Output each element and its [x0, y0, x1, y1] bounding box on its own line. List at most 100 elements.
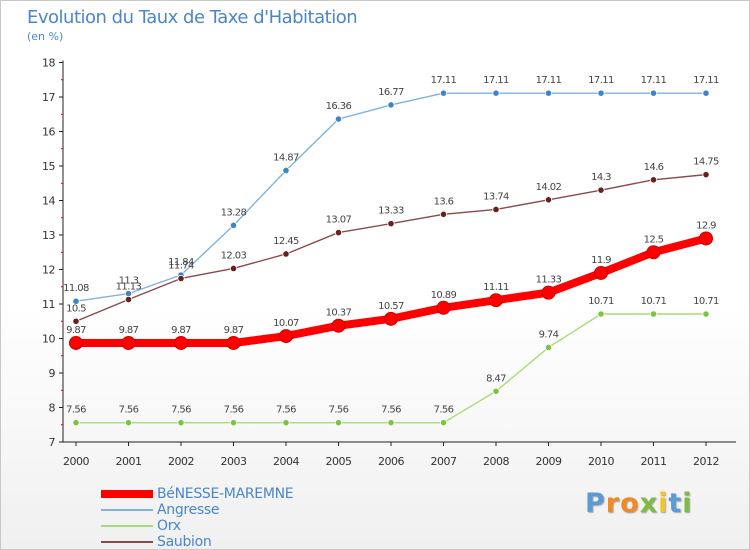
- legend-item: BéNESSE-MAREMNE: [101, 486, 294, 502]
- series-point-0: [594, 265, 608, 280]
- legend-swatch: [101, 490, 153, 498]
- series-point-3: [649, 176, 658, 184]
- series-point-2: [282, 419, 290, 427]
- data-label: 9.74: [539, 329, 559, 340]
- data-label: 12.9: [696, 220, 716, 231]
- data-label: 7.56: [434, 405, 454, 416]
- x-tick-label: 2004: [273, 455, 299, 468]
- series-point-3: [72, 317, 80, 325]
- y-tick-label: 9: [49, 367, 56, 380]
- data-label: 10.07: [273, 318, 299, 329]
- logo-letter: r: [605, 488, 621, 519]
- x-tick-label: 2010: [588, 455, 614, 468]
- data-label: 12.03: [221, 250, 247, 261]
- data-label: 14.87: [273, 152, 299, 163]
- series-point-2: [649, 310, 658, 318]
- series-point-2: [387, 419, 395, 427]
- data-label: 9.87: [66, 325, 86, 336]
- data-label: 17.11: [431, 75, 457, 86]
- series-point-2: [177, 419, 185, 427]
- logo-letter: i: [658, 488, 669, 519]
- logo-letter: i: [682, 488, 693, 519]
- legend: BéNESSE-MAREMNE Angresse Orx Saubion: [101, 486, 294, 550]
- legend-item: Angresse: [101, 502, 293, 518]
- legend-label: BéNESSE-MAREMNE: [157, 486, 294, 502]
- legend-label: Orx: [157, 518, 181, 534]
- data-label: 10.71: [641, 296, 667, 307]
- series-point-1: [702, 89, 710, 97]
- data-label: 10.71: [588, 296, 614, 307]
- series-point-1: [334, 115, 343, 123]
- data-label: 9.87: [171, 325, 191, 336]
- y-tick-label: 7: [49, 436, 56, 449]
- x-tick-label: 2000: [63, 455, 89, 468]
- logo-letter: P: [585, 488, 606, 519]
- series-point-3: [387, 220, 395, 228]
- y-tick-label: 15: [42, 160, 55, 173]
- data-label: 9.87: [119, 325, 139, 336]
- x-tick-label: 2008: [483, 455, 509, 468]
- data-label: 7.56: [171, 405, 191, 416]
- series-point-0: [541, 285, 556, 300]
- x-tick-label: 2007: [431, 455, 457, 468]
- data-label: 11.33: [536, 275, 562, 286]
- series-point-2: [439, 419, 448, 427]
- series-point-2: [72, 419, 80, 427]
- y-tick-label: 12: [42, 264, 55, 277]
- series-point-1: [229, 221, 238, 229]
- y-tick-label: 14: [42, 195, 55, 208]
- legend-swatch: [101, 509, 153, 511]
- legend-item: Saubion: [101, 534, 293, 550]
- x-tick-label: 2002: [168, 455, 194, 468]
- series-point-1: [439, 89, 448, 97]
- proxiti-logo: Proxiti: [585, 488, 693, 519]
- legend-item: Orx: [101, 518, 293, 534]
- data-label: 17.11: [641, 75, 667, 86]
- y-tick-label: 18: [42, 57, 55, 70]
- data-label: 7.56: [381, 405, 401, 416]
- series-point-0: [489, 293, 503, 308]
- series-point-1: [544, 89, 553, 97]
- data-label: 7.56: [224, 405, 244, 416]
- series-point-0: [436, 300, 451, 315]
- logo-letter: o: [620, 488, 640, 519]
- logo-letter: x: [639, 488, 659, 519]
- series-point-3: [177, 274, 185, 283]
- y-tick-label: 11: [42, 298, 55, 311]
- data-label: 17.11: [588, 75, 614, 86]
- series-point-2: [702, 310, 710, 318]
- data-label: 10.5: [66, 303, 86, 314]
- x-tick-label: 2009: [536, 455, 562, 468]
- series-layer: [69, 89, 713, 427]
- data-label: 17.11: [483, 75, 509, 86]
- logo-letter: t: [668, 488, 683, 519]
- series-point-1: [649, 89, 658, 97]
- data-label: 7.56: [66, 405, 86, 416]
- data-label: 14.75: [693, 157, 719, 168]
- series-point-3: [492, 205, 500, 214]
- series-point-3: [439, 210, 448, 218]
- series-point-0: [699, 231, 713, 246]
- data-label: 13.6: [434, 196, 454, 207]
- data-label: 10.89: [431, 290, 457, 301]
- data-label: 10.71: [693, 296, 719, 307]
- chart-subtitle: (en %): [27, 30, 64, 43]
- chart-title: Evolution du Taux de Taxe d'Habitation: [27, 7, 358, 28]
- series-point-3: [544, 196, 553, 204]
- data-label: 11.3: [119, 276, 139, 287]
- data-label: 7.56: [276, 405, 296, 416]
- data-label: 11.84: [168, 257, 194, 268]
- series-point-3: [229, 264, 238, 273]
- series-point-2: [492, 387, 500, 395]
- series-point-1: [72, 297, 80, 305]
- data-label: 13.07: [326, 215, 352, 226]
- data-label: 13.28: [221, 207, 247, 218]
- data-label: 11.13: [116, 282, 142, 293]
- x-tick-label: 2012: [693, 455, 719, 468]
- data-label: 7.56: [329, 405, 349, 416]
- data-label: 14.6: [644, 162, 664, 173]
- data-label: 13.74: [483, 191, 509, 202]
- data-label: 12.45: [273, 236, 299, 247]
- y-tick-label: 8: [49, 402, 56, 415]
